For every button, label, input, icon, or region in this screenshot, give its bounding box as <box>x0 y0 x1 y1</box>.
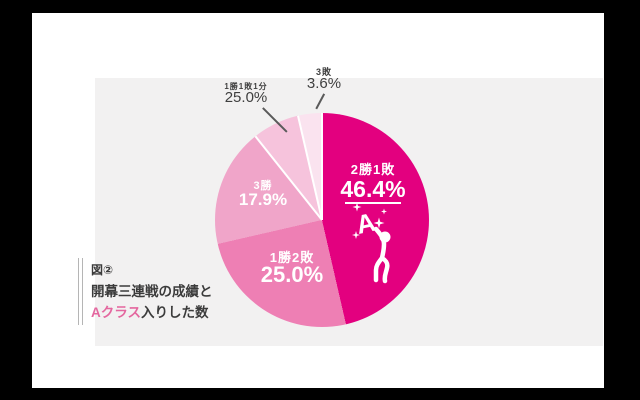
caption-figure-number: 図② <box>91 263 114 277</box>
sparkle-icon <box>381 208 387 215</box>
figure-caption: 図② 開幕三連戦の成績と Aクラス入りした数 <box>78 258 213 325</box>
a-class-person-icon: A <box>352 203 391 284</box>
caption-subtitle-line: Aクラス入りした数 <box>91 302 213 323</box>
sparkle-icon <box>373 217 385 229</box>
pie-chart <box>215 113 429 327</box>
caption-title-line: 開幕三連戦の成績と <box>91 284 213 299</box>
person-back-leg <box>373 255 385 283</box>
caption-highlight: Aクラス <box>91 305 141 320</box>
sparkle-icon <box>352 203 362 212</box>
person-front-leg <box>379 255 390 284</box>
sparkle-icon <box>352 231 360 239</box>
caption-subtitle-rest: 入りした数 <box>140 305 209 320</box>
person-arm-torso <box>373 226 387 261</box>
figure-caption-inner: 図② 開幕三連戦の成績と Aクラス入りした数 <box>82 258 213 325</box>
